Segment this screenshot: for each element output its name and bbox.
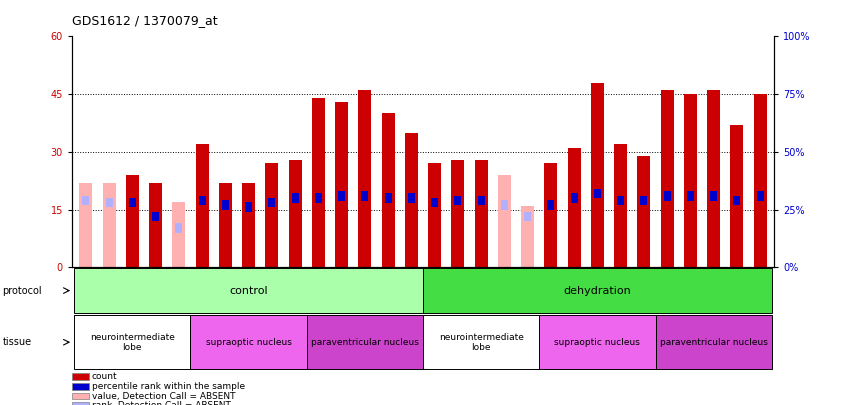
Bar (707, 90, 720, 267)
Text: rank, Detection Call = ABSENT: rank, Detection Call = ABSENT (91, 401, 230, 405)
Bar (315, 193, 321, 203)
Bar (423, 268, 772, 313)
Bar (754, 94, 766, 267)
Text: supraoptic nucleus: supraoptic nucleus (554, 338, 640, 347)
Bar (521, 206, 534, 267)
Bar (408, 193, 415, 203)
Bar (539, 315, 656, 369)
Bar (175, 223, 183, 233)
Bar (684, 94, 697, 267)
Bar (245, 202, 252, 212)
Text: control: control (229, 286, 268, 296)
Bar (80, 183, 92, 267)
Bar (199, 196, 206, 205)
Text: neurointermediate
lobe: neurointermediate lobe (90, 333, 175, 352)
Bar (338, 191, 345, 200)
Bar (129, 198, 136, 207)
Bar (405, 132, 418, 267)
Bar (242, 183, 255, 267)
Bar (222, 200, 229, 210)
Bar (617, 196, 624, 205)
Bar (126, 175, 139, 267)
Bar (382, 113, 394, 267)
Bar (710, 191, 717, 200)
Bar (756, 191, 764, 200)
Bar (733, 196, 740, 205)
Bar (498, 175, 511, 267)
Bar (173, 202, 185, 267)
Bar (638, 156, 651, 267)
Bar (72, 402, 89, 405)
Bar (74, 315, 190, 369)
Bar (525, 212, 531, 221)
Bar (663, 191, 671, 200)
Bar (312, 98, 325, 267)
Bar (102, 183, 116, 267)
Bar (74, 268, 423, 313)
Bar (288, 160, 301, 267)
Bar (72, 392, 89, 399)
Bar (359, 90, 371, 267)
Bar (591, 83, 604, 267)
Bar (423, 315, 539, 369)
Text: paraventricular nucleus: paraventricular nucleus (660, 338, 767, 347)
Bar (428, 163, 441, 267)
Bar (72, 383, 89, 390)
Bar (385, 193, 392, 203)
Bar (335, 102, 348, 267)
Bar (687, 191, 694, 200)
Bar (475, 160, 487, 267)
Bar (478, 196, 485, 205)
Bar (568, 148, 580, 267)
Bar (547, 200, 554, 210)
Bar (195, 144, 208, 267)
Text: protocol: protocol (3, 286, 42, 296)
Bar (292, 193, 299, 203)
Bar (452, 160, 464, 267)
Text: tissue: tissue (3, 337, 31, 347)
Bar (661, 90, 673, 267)
Bar (454, 196, 461, 205)
Bar (656, 315, 772, 369)
Text: dehydration: dehydration (563, 286, 631, 296)
Text: value, Detection Call = ABSENT: value, Detection Call = ABSENT (91, 392, 235, 401)
Text: GDS1612 / 1370079_at: GDS1612 / 1370079_at (72, 14, 217, 27)
Bar (545, 163, 558, 267)
Text: paraventricular nucleus: paraventricular nucleus (311, 338, 419, 347)
Bar (501, 200, 508, 210)
Bar (72, 373, 89, 380)
Bar (266, 163, 278, 267)
Text: neurointermediate
lobe: neurointermediate lobe (439, 333, 524, 352)
Bar (361, 191, 368, 200)
Bar (570, 193, 578, 203)
Bar (149, 183, 162, 267)
Bar (190, 315, 307, 369)
Text: count: count (91, 372, 118, 381)
Bar (431, 198, 438, 207)
Bar (640, 196, 647, 205)
Bar (614, 144, 627, 267)
Bar (307, 315, 423, 369)
Bar (219, 183, 232, 267)
Bar (268, 198, 276, 207)
Bar (730, 125, 744, 267)
Bar (106, 198, 113, 207)
Bar (152, 212, 159, 221)
Bar (594, 189, 601, 198)
Text: percentile rank within the sample: percentile rank within the sample (91, 382, 244, 391)
Text: supraoptic nucleus: supraoptic nucleus (206, 338, 292, 347)
Bar (82, 196, 90, 205)
